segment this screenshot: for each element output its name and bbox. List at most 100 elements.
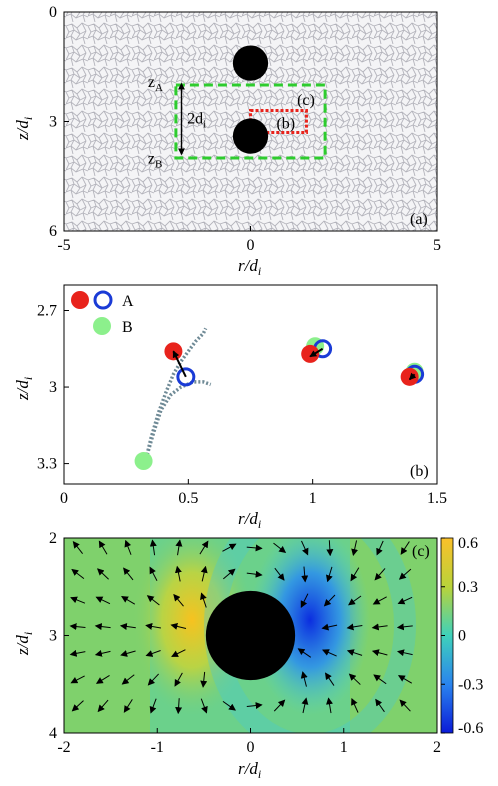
panel-c-tag: (c) xyxy=(412,543,430,560)
velocity-arrow-30 xyxy=(173,593,184,607)
b-ytick-label-1: 3 xyxy=(49,379,57,396)
velocity-arrow-4 xyxy=(69,649,86,657)
velocity-arrow-66 xyxy=(346,649,363,656)
displacement-arrow-2 xyxy=(408,372,417,381)
b-xtick-label-3: 1.5 xyxy=(427,490,447,507)
particle-1 xyxy=(232,118,269,154)
velocity-arrow-82 xyxy=(399,699,411,712)
velocity-arrow-32 xyxy=(171,649,186,657)
cb-tick-label-4: -0.6 xyxy=(458,720,483,737)
velocity-arrow-5 xyxy=(70,675,85,684)
velocity-arrow-49 xyxy=(301,540,309,556)
velocity-arrow-13 xyxy=(97,699,109,713)
panel-b-ticks: 0 0.5 1 1.5 2.7 3 3.3 xyxy=(37,303,447,507)
panel-a-tag: (a) xyxy=(410,211,428,228)
velocity-arrow-28 xyxy=(175,539,183,556)
velocity-arrow-33 xyxy=(174,672,183,687)
velocity-arrow-1 xyxy=(71,568,85,580)
panel-c-xlabel: r/di xyxy=(238,759,261,781)
velocity-arrow-18 xyxy=(120,650,136,657)
legend-a-red-marker xyxy=(71,291,89,309)
velocity-arrow-73 xyxy=(371,649,388,657)
b-xtick-label-2: 1 xyxy=(309,490,317,507)
velocity-arrow-42 xyxy=(222,700,236,711)
velocity-arrow-12 xyxy=(95,674,110,684)
velocity-arrow-15 xyxy=(123,567,134,581)
velocity-arrow-2 xyxy=(70,596,86,604)
velocity-arrow-37 xyxy=(200,592,207,608)
b-xtick-label-1: 0.5 xyxy=(178,490,198,507)
panel-b-tag: (b) xyxy=(410,463,429,480)
c-xtick-label-2: 0 xyxy=(247,739,255,756)
velocity-arrow-72 xyxy=(371,623,388,631)
b-point-0 xyxy=(134,452,153,471)
velocity-arrow-53 xyxy=(300,671,308,687)
panel-b-frame xyxy=(63,284,438,485)
c-xtick-label-3: 1 xyxy=(340,739,348,756)
displacement-arrow-0 xyxy=(172,350,187,378)
velocity-arrow-80 xyxy=(396,649,413,657)
velocity-arrow-22 xyxy=(149,566,158,581)
velocity-arrow-10 xyxy=(94,623,111,631)
zA-sub: A xyxy=(155,82,163,94)
a-xtick-label-2: 5 xyxy=(433,237,441,254)
cb-tick-label-3: -0.3 xyxy=(458,676,483,693)
velocity-arrow-63 xyxy=(350,567,360,582)
a-xtick-label-1: 0 xyxy=(247,237,255,254)
b-ytick-label-0: 2.7 xyxy=(37,303,57,320)
velocity-arrow-3 xyxy=(69,623,86,631)
velocity-arrow-67 xyxy=(348,673,361,685)
velocity-arrow-0 xyxy=(72,541,84,554)
c-ytick-label-0: 2 xyxy=(49,530,57,547)
velocity-arrow-40 xyxy=(222,543,237,552)
velocity-arrow-71 xyxy=(372,596,387,605)
b-xtick-label-0: 0 xyxy=(60,490,68,507)
velocity-arrow-27 xyxy=(149,698,157,714)
velocity-arrow-78 xyxy=(397,596,413,605)
a-blue-point-0 xyxy=(176,367,196,387)
velocity-arrow-68 xyxy=(351,697,359,713)
velocity-arrow-77 xyxy=(398,568,412,580)
velocity-arrow-51 xyxy=(300,593,309,609)
velocity-arrow-36 xyxy=(200,565,208,582)
a-xtick-label-0: -5 xyxy=(57,237,70,254)
velocity-arrow-8 xyxy=(96,568,109,580)
velocity-arrow-69 xyxy=(376,540,384,556)
velocity-arrow-59 xyxy=(321,649,337,657)
legend-b-label: B xyxy=(122,319,133,336)
velocity-arrow-9 xyxy=(95,596,111,605)
gap-label: 2di xyxy=(187,110,206,130)
c-ytick-label-2: 4 xyxy=(49,725,57,742)
a-ytick-label-0: 0 xyxy=(49,4,57,21)
velocity-arrow-38 xyxy=(200,671,208,688)
cb-tick-label-2: 0 xyxy=(458,628,466,645)
panel-c-content xyxy=(205,590,296,681)
velocity-arrow-62 xyxy=(351,540,359,557)
velocity-arrow-11 xyxy=(94,649,111,657)
velocity-arrow-48 xyxy=(273,699,286,712)
velocity-arrow-16 xyxy=(121,596,136,605)
velocity-arrow-45 xyxy=(246,702,263,710)
colorbar-ticks: 0.6 0.3 0 -0.3 -0.6 xyxy=(441,535,483,737)
panel-a-ticks: -5 0 5 0 3 6 xyxy=(49,4,441,254)
velocity-arrow-43 xyxy=(246,544,263,552)
velocity-arrow-26 xyxy=(147,673,160,686)
c-xtick-label-0: -2 xyxy=(57,739,70,756)
field-cold-region xyxy=(250,538,370,715)
gap-sub: i xyxy=(203,118,206,130)
velocity-arrow-74 xyxy=(373,674,387,685)
panel-a-xlabel: r/di xyxy=(238,256,261,278)
box-label-1: (b) xyxy=(276,116,295,133)
panel-b-legend: A B xyxy=(71,290,134,336)
velocity-arrow-60 xyxy=(324,672,335,686)
velocity-arrows xyxy=(69,539,413,715)
legend-b-marker xyxy=(93,317,111,335)
zB-sub: B xyxy=(155,158,162,170)
velocity-arrow-23 xyxy=(146,595,160,606)
velocity-arrow-75 xyxy=(375,698,385,713)
displacement-arrow-1 xyxy=(309,347,324,358)
cb-tick-label-0: 0.6 xyxy=(458,535,478,552)
